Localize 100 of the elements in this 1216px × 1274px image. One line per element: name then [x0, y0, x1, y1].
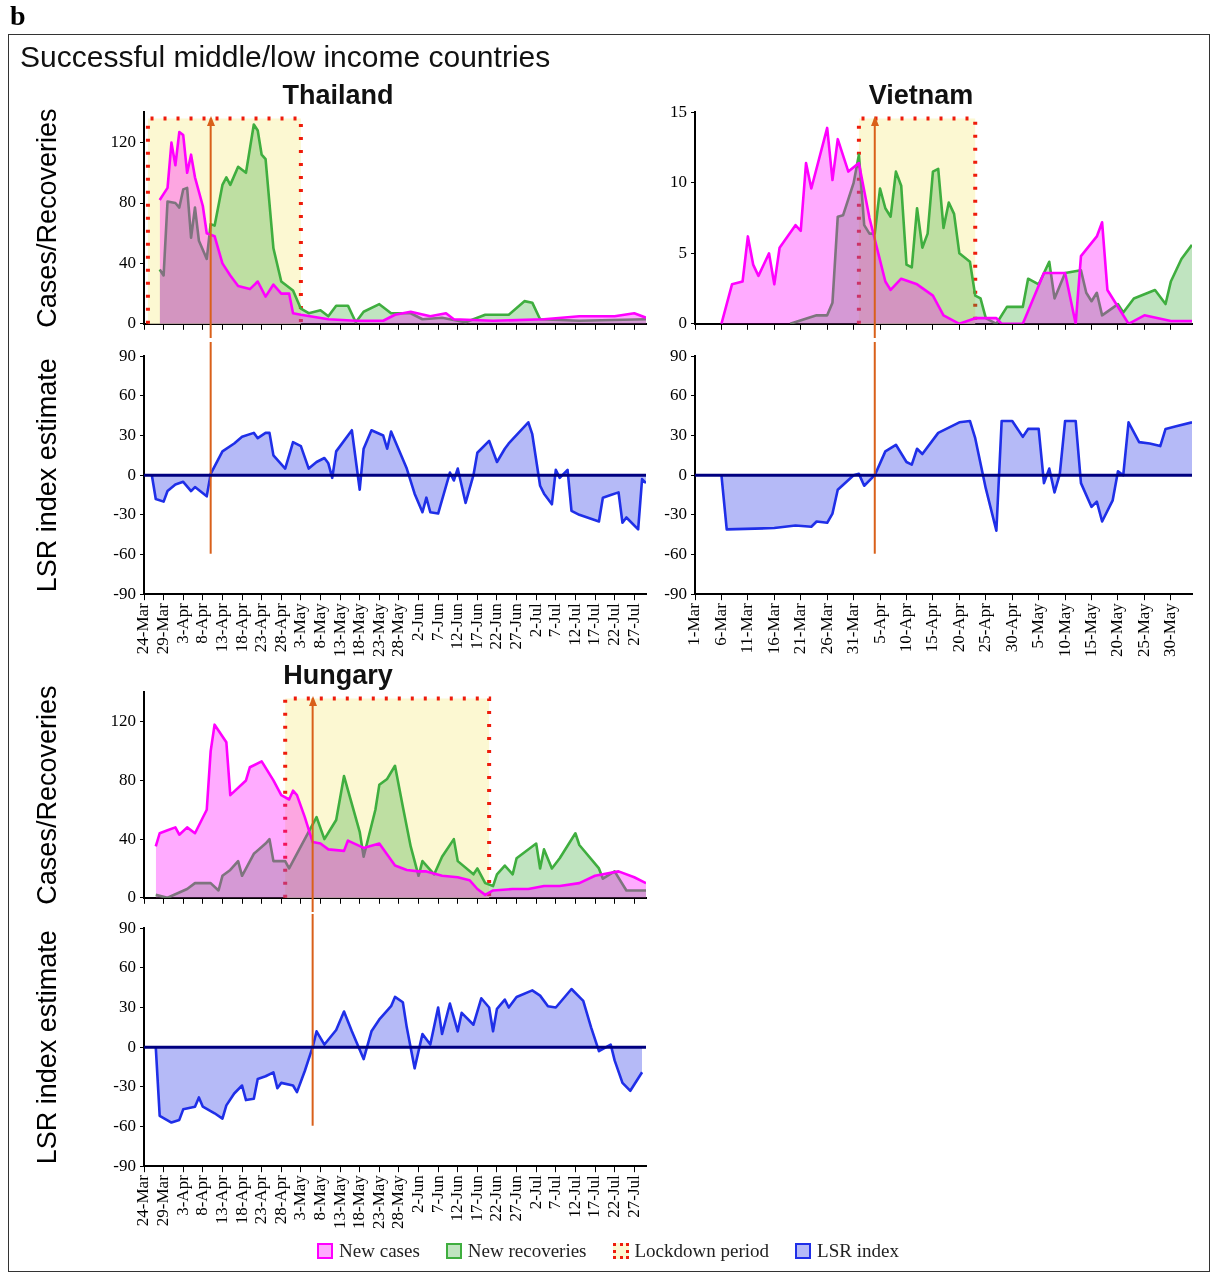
x-tick-label: 18-Apr [231, 1174, 251, 1225]
y-tick-label: -60 [113, 1115, 136, 1135]
x-tick-label: 23-May [368, 602, 388, 658]
y-tick-label: -30 [113, 504, 136, 524]
y-tick-label: 30 [119, 424, 136, 444]
x-tick-label: 12-Jul [564, 602, 584, 646]
x-tick-label: 28-May [388, 1174, 408, 1230]
y-tick-label: -90 [113, 1155, 136, 1175]
x-tick-label: 18-Apr [231, 602, 251, 653]
x-tick-label: 20-May [1107, 602, 1127, 658]
y-tick-label: 0 [678, 313, 687, 333]
x-tick-label: 28-Apr [270, 1174, 290, 1225]
x-tick-label: 10-Apr [895, 602, 915, 653]
x-tick-label: 22-Jun [486, 1174, 506, 1222]
x-tick-label: 18-May [349, 602, 369, 658]
y-tick-label: -60 [113, 543, 136, 563]
x-tick-label: 2-Jun [408, 1174, 427, 1213]
x-tick-label: 23-Apr [251, 1174, 271, 1225]
y-tick-label: -90 [113, 583, 136, 603]
x-tick-label: 20-Apr [948, 602, 968, 653]
y-tick-label: -60 [664, 543, 687, 563]
y-tick-label: 30 [119, 996, 136, 1016]
x-tick-label: 27-Jun [506, 602, 526, 650]
y-tick-label: 15 [670, 101, 687, 121]
x-tick-label: 10-May [1054, 602, 1074, 658]
x-tick-label: 30-May [1160, 602, 1180, 658]
x-tick-label: 5-May [1028, 602, 1048, 649]
legend-label: Lockdown period [634, 1240, 770, 1262]
y-tick-label: 120 [110, 711, 136, 731]
x-tick-label: 7-Jul [545, 602, 565, 638]
y-tick-label: 40 [119, 828, 136, 848]
x-tick-label: 22-Jul [604, 602, 624, 646]
x-tick-label: 27-Jul [623, 1174, 643, 1218]
x-tick-label: 13-May [329, 602, 349, 658]
legend-label: New recoveries [467, 1240, 587, 1262]
y-tick-label: 40 [119, 252, 136, 272]
text: b [10, 0, 26, 32]
legend-label: New cases [339, 1240, 420, 1262]
y-tick-label: 90 [670, 345, 687, 365]
chart-title: Hungary [283, 659, 393, 690]
y-tick-label: 0 [127, 464, 136, 484]
x-tick-label: 12-Jul [564, 1174, 584, 1218]
x-tick-label: 22-Jun [486, 602, 506, 650]
y-tick-label: 30 [670, 424, 687, 444]
y-tick-label: 5 [678, 242, 687, 262]
x-tick-label: 7-Jul [545, 1174, 565, 1210]
y-tick-label: 0 [127, 1036, 136, 1056]
x-tick-label: 18-May [349, 1174, 369, 1230]
x-tick-label: 24-Mar [133, 1174, 153, 1227]
x-tick-label: 24-Mar [133, 602, 153, 655]
x-tick-label: 7-Jun [427, 1174, 447, 1213]
y-tick-label: 0 [678, 464, 687, 484]
x-tick-label: 3-Apr [172, 602, 192, 644]
x-tick-label: 8-Apr [192, 602, 212, 644]
x-tick-label: 3-May [290, 602, 310, 649]
y-tick-label: 80 [119, 769, 136, 789]
y-tick-label: -90 [664, 583, 687, 603]
x-tick-label: 23-May [368, 1174, 388, 1230]
y-tick-label: -30 [664, 504, 687, 524]
y-tick-label: 0 [127, 313, 136, 333]
x-tick-label: 8-Apr [192, 1174, 212, 1216]
x-tick-label: 28-Apr [270, 602, 290, 653]
x-tick-label: 1-Mar [684, 602, 704, 646]
x-tick-label: 7-Jun [427, 602, 447, 641]
x-tick-label: 2-Jun [408, 602, 427, 641]
x-tick-label: 3-May [290, 1174, 310, 1221]
y-tick-label: 10 [670, 172, 687, 192]
y-tick-label: 60 [119, 957, 136, 977]
text: Successful middle/low income countries [20, 40, 551, 74]
chart-title: Thailand [282, 79, 394, 110]
x-tick-label: 13-Apr [211, 602, 231, 653]
x-tick-label: 13-May [329, 1174, 349, 1230]
y-tick-label: 0 [127, 887, 136, 907]
x-tick-label: 29-Mar [153, 1174, 173, 1227]
y-tick-label: 60 [670, 385, 687, 405]
chart-title: Vietnam [868, 79, 974, 110]
y-axis-title: LSR index estimate [31, 930, 62, 1165]
x-tick-label: 5-Apr [869, 602, 889, 644]
x-tick-label: 29-Mar [153, 602, 173, 655]
x-tick-label: 16-Mar [763, 602, 783, 655]
x-tick-label: 25-May [1133, 602, 1153, 658]
x-tick-label: 27-Jul [623, 602, 643, 646]
x-tick-label: 22-Jul [604, 1174, 624, 1218]
y-tick-label: 90 [119, 345, 136, 365]
x-tick-label: 21-Mar [790, 602, 810, 655]
x-tick-label: 15-Apr [922, 602, 942, 653]
x-tick-label: 26-Mar [816, 602, 836, 655]
x-tick-label: 13-Apr [211, 1174, 231, 1225]
y-tick-label: -30 [113, 1076, 136, 1096]
x-tick-label: 15-May [1081, 602, 1101, 658]
x-tick-label: 8-May [309, 602, 329, 649]
x-tick-label: 8-May [309, 1174, 329, 1221]
x-tick-label: 25-Apr [975, 602, 995, 653]
x-tick-label: 2-Jul [525, 1174, 545, 1210]
x-tick-label: 27-Jun [506, 1174, 526, 1222]
y-tick-label: 120 [110, 132, 136, 152]
x-tick-label: 12-Jun [447, 1174, 467, 1222]
x-tick-label: 17-Jun [466, 1174, 486, 1222]
x-tick-label: 30-Apr [1001, 602, 1021, 653]
x-tick-label: 28-May [388, 602, 408, 658]
